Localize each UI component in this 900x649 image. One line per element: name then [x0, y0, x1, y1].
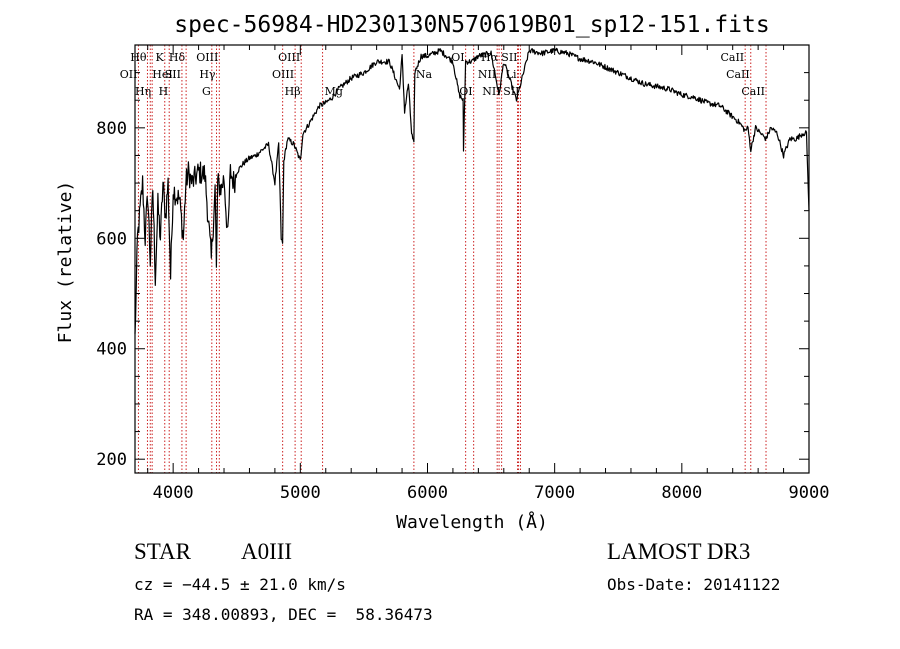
line-label-2: HeI: [152, 68, 172, 81]
line-label-25: CaII: [726, 68, 750, 81]
obs-date-text: Obs-Date: 20141122: [607, 575, 781, 594]
line-label-24: CaII: [720, 51, 744, 64]
y-axis-ticks: 200 400 600 800: [96, 72, 809, 470]
radec-text: RA = 348.00893, DEC = 58.36473: [134, 605, 433, 624]
x-tick-label: 8000: [661, 483, 702, 503]
object-subclass: A0III: [241, 539, 293, 564]
line-label-4: K: [156, 51, 165, 64]
line-label-3: Hη: [135, 85, 151, 98]
chart-title: spec-56984-HD230130N570619B01_sp12-151.f…: [174, 12, 769, 38]
spectral-lines: [137, 45, 767, 473]
y-tick-label: 400: [96, 340, 127, 360]
line-label-8: OIII: [196, 51, 218, 64]
line-label-7: Hδ: [169, 51, 186, 64]
line-label-20: NII: [482, 85, 500, 98]
line-label-6: H: [159, 85, 169, 98]
line-label-11: Hβ: [285, 85, 301, 98]
y-tick-label: 600: [96, 229, 127, 249]
redshift-text: cz = −44.5 ± 21.0 km/s: [134, 575, 346, 594]
x-tick-label: 9000: [789, 483, 830, 503]
line-label-5: SII: [165, 68, 181, 81]
line-label-21: SII: [501, 51, 517, 64]
line-label-15: Na: [416, 68, 433, 81]
line-label-26: CaII: [741, 85, 765, 98]
line-label-1: Hθ: [130, 51, 147, 64]
line-label-19: NII: [478, 68, 496, 81]
line-label-0: OII: [120, 68, 138, 81]
y-tick-label: 200: [96, 450, 127, 470]
x-tick-label: 6000: [407, 483, 448, 503]
x-tick-label: 4000: [153, 483, 194, 503]
y-axis-label: Flux (relative): [55, 181, 76, 344]
line-label-16: OI: [451, 51, 464, 64]
object-class: STAR: [134, 539, 191, 564]
line-label-12: OIII: [278, 51, 300, 64]
plot-frame: [134, 44, 810, 474]
line-label-22: Li: [506, 68, 517, 81]
line-label-13: OIII: [272, 68, 294, 81]
line-label-17: OI: [459, 85, 472, 98]
x-tick-label: 5000: [280, 483, 321, 503]
survey-name: LAMOST DR3: [607, 539, 751, 564]
spectrum-curve: [134, 47, 810, 334]
x-axis-label: Wavelength (Å): [396, 511, 548, 533]
line-label-10: G: [202, 85, 211, 98]
x-axis-ticks: 4000 5000 6000 7000 8000 9000: [147, 45, 830, 503]
x-tick-label: 7000: [534, 483, 575, 503]
y-tick-label: 800: [96, 119, 127, 139]
line-label-9: Hγ: [199, 68, 216, 81]
